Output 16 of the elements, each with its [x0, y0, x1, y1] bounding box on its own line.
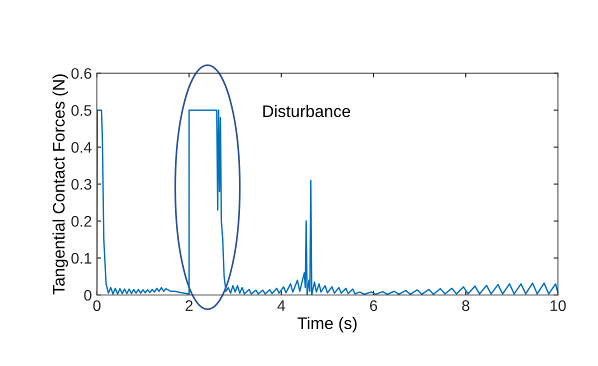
y-tick-label: 0.6 [71, 68, 92, 79]
x-tick-label: 8 [462, 300, 470, 312]
y-tick-label: 0.5 [71, 105, 92, 116]
x-tick-label: 10 [550, 300, 566, 312]
y-tick-label: 0.1 [71, 252, 92, 264]
x-axis-title: Time (s) [298, 316, 357, 332]
y-tick-label: 0.4 [71, 142, 92, 153]
y-tick-label: 0.2 [71, 216, 92, 227]
y-tick-label: 0.3 [71, 178, 92, 190]
x-tick-label: 4 [277, 300, 286, 311]
annotation: Disturbance [263, 104, 350, 118]
x-tick-label: 0 [93, 300, 101, 312]
x-tick-label: 2 [186, 300, 193, 311]
y-axis-title: Tangential Contact Forces (N) [52, 74, 68, 294]
x-tick-label: 6 [370, 300, 378, 312]
y-tick-label: 0 [84, 290, 92, 301]
